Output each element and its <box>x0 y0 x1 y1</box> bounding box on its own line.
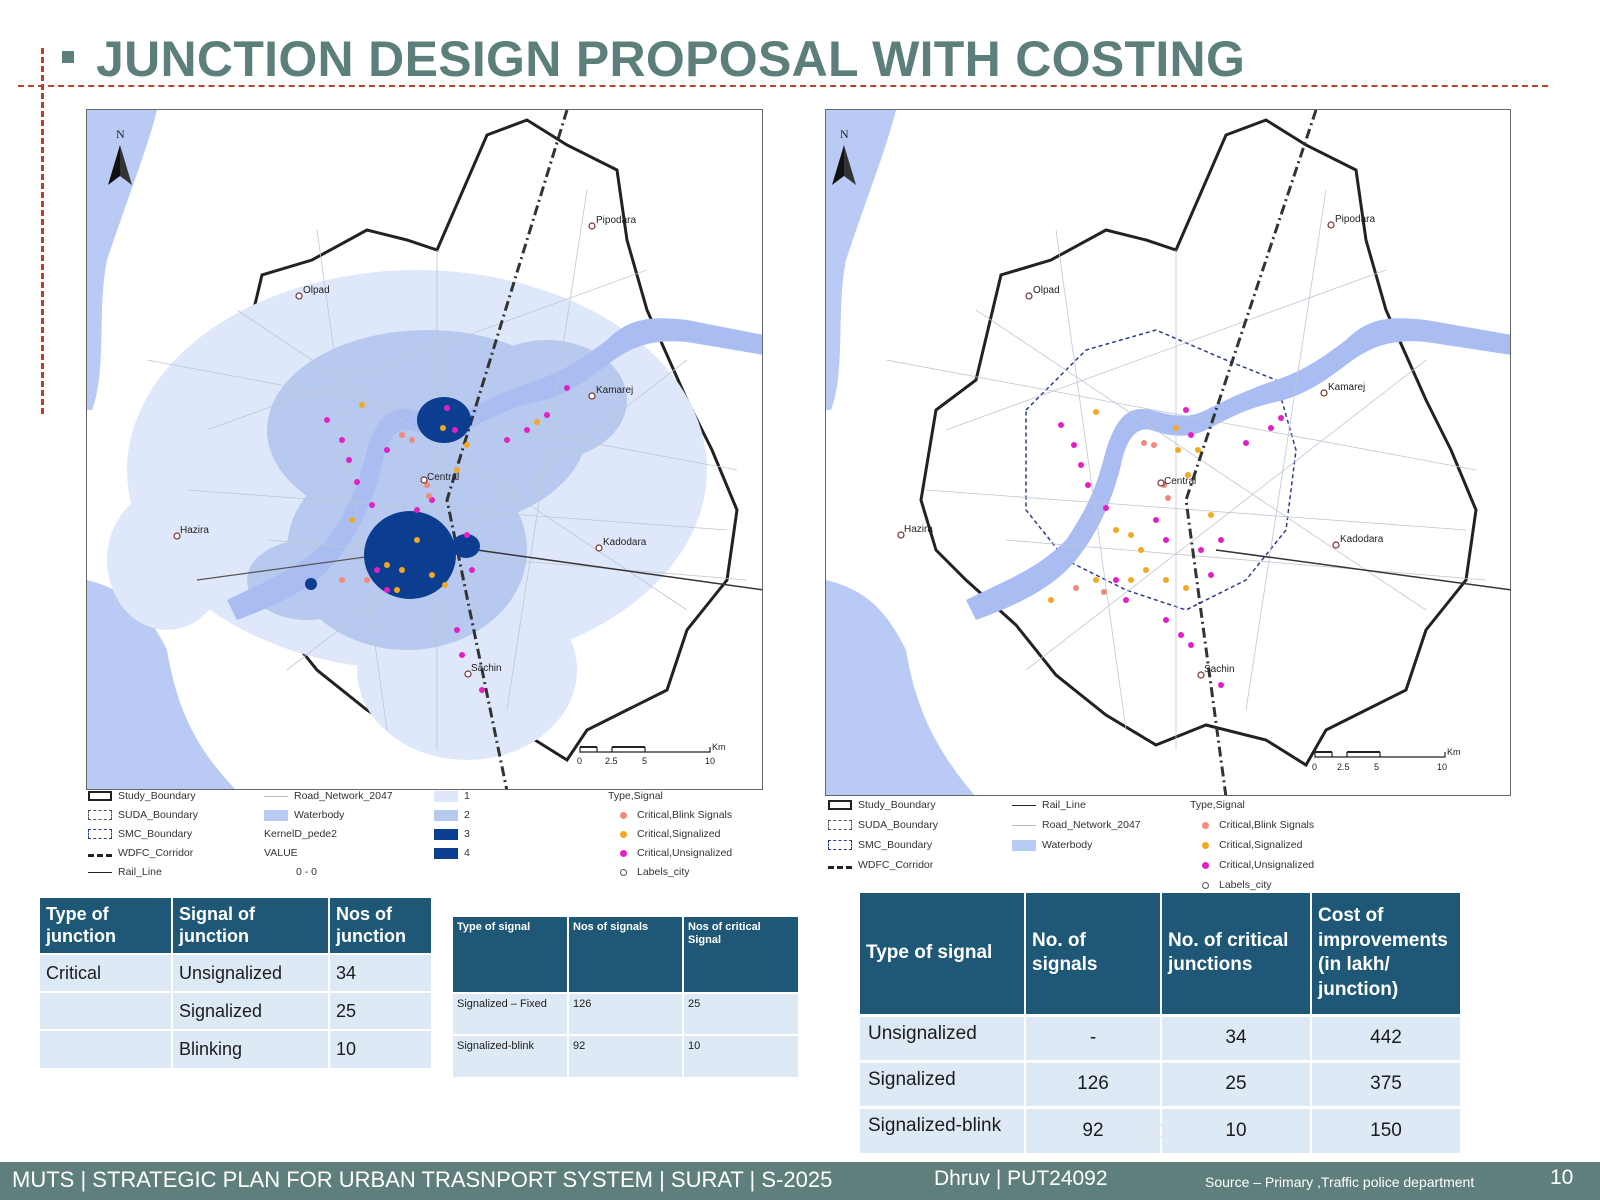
label-sachin: Sachin <box>1204 664 1235 675</box>
sea-water <box>826 110 896 410</box>
sea-water-south <box>87 580 236 789</box>
tapi-river <box>966 318 1510 620</box>
table1-header: Signal of junction <box>172 898 330 955</box>
table2-header: Nos of critical Signal <box>683 917 800 993</box>
svg-text:0: 0 <box>577 756 582 766</box>
svg-text:5: 5 <box>642 756 647 766</box>
label-olpad: Olpad <box>1033 285 1060 296</box>
signal-count-table: Type of signal Nos of signals Nos of cri… <box>453 917 800 1077</box>
signalized-points <box>1048 409 1214 603</box>
junction-points-map: Pipodara Olpad Kamarej Central Hazira Ka… <box>825 109 1511 796</box>
page-title: JUNCTION DESIGN PROPOSAL WITH COSTING <box>96 31 1246 87</box>
rail-line <box>476 549 762 591</box>
unsignalized-points <box>1058 407 1284 688</box>
scale-bar: Km 0 2.5 5 10 <box>1312 747 1461 772</box>
label-kamarej: Kamarej <box>1328 382 1365 393</box>
svg-text:Km: Km <box>1447 747 1461 757</box>
label-pipodara: Pipodara <box>1335 214 1375 225</box>
city-markers <box>897 221 1340 679</box>
junction-type-table: Type of junction Signal of junction Nos … <box>40 898 433 1069</box>
improvement-cost-table: Type of signal No. of signals No. of cri… <box>860 893 1462 1153</box>
table-row: Signalized 126 25 375 <box>860 1059 1462 1107</box>
wdfc-corridor <box>445 110 569 789</box>
scale-bar: Km 0 2.5 5 10 <box>577 742 726 766</box>
table2-header: Nos of signals <box>568 917 684 993</box>
label-kadodara: Kadodara <box>603 537 647 548</box>
footer-project: MUTS | STRATEGIC PLAN FOR URBAN TRASNPOR… <box>12 1167 833 1192</box>
label-hazira: Hazira <box>904 524 933 535</box>
road-network <box>885 189 1487 750</box>
page-number: 10 <box>1550 1166 1574 1189</box>
label-central: Central <box>1164 476 1196 487</box>
table1-header: Type of junction <box>40 898 173 955</box>
table-row: Blinking 10 <box>40 1029 433 1069</box>
footer-author: Dhruv | PUT24092 <box>934 1167 1108 1190</box>
title-decoration-vertical <box>41 48 44 414</box>
table3-header: Type of signal <box>860 893 1026 1015</box>
table-row: Signalized 25 <box>40 991 433 1031</box>
table1-header: Nos of junction <box>329 898 433 955</box>
table3-header: No. of signals <box>1025 893 1162 1015</box>
study-boundary <box>919 118 1478 768</box>
table3-header: No. of critical junctions <box>1161 893 1312 1015</box>
table-row: Critical Unsignalized 34 <box>40 953 433 993</box>
label-pipodara: Pipodara <box>596 215 636 226</box>
title-bullet <box>62 51 74 63</box>
unsignalized-points <box>324 385 570 693</box>
footer-source: Source – Primary ,Traffic police departm… <box>1205 1174 1475 1190</box>
north-arrow-icon: N <box>108 127 132 185</box>
svg-text:0: 0 <box>1312 762 1317 772</box>
signalized-points <box>349 402 540 593</box>
city-markers <box>173 222 603 678</box>
blink-points <box>339 432 432 583</box>
ghost-page-number: 10 <box>1144 1121 1167 1143</box>
label-hazira: Hazira <box>180 525 209 536</box>
kernel-density-map: Pipodara Olpad Kamarej Central Hazira Ka… <box>86 109 763 790</box>
table2-header: Type of signal <box>453 917 569 993</box>
table3-header: Cost of improvements (in lakh/ junction) <box>1311 893 1462 1015</box>
sea-water <box>87 110 157 410</box>
tapi-river <box>227 318 762 620</box>
label-sachin: Sachin <box>471 663 502 674</box>
table-row: Signalized-blink 92 10 150 <box>860 1105 1462 1153</box>
sea-water-south <box>826 580 975 795</box>
label-kamarej: Kamarej <box>596 385 633 396</box>
north-arrow-icon: N <box>832 127 856 185</box>
svg-text:N: N <box>116 127 125 141</box>
table-row: Signalized – Fixed 126 25 <box>453 992 800 1035</box>
title-decoration-horizontal <box>18 85 1548 87</box>
label-central: Central <box>427 472 459 483</box>
svg-text:10: 10 <box>705 756 715 766</box>
road-network <box>146 189 748 750</box>
label-kadodara: Kadodara <box>1340 534 1384 545</box>
svg-text:10: 10 <box>1437 762 1447 772</box>
svg-text:Km: Km <box>712 742 726 752</box>
footer-bar: MUTS | STRATEGIC PLAN FOR URBAN TRASNPOR… <box>0 1162 1600 1200</box>
svg-text:N: N <box>840 127 849 141</box>
table-row: Unsignalized -34 442 <box>860 1013 1462 1061</box>
svg-text:5: 5 <box>1374 762 1379 772</box>
wdfc-corridor <box>1184 110 1318 795</box>
blink-points <box>1073 440 1171 595</box>
rail-line <box>1215 549 1510 591</box>
svg-text:2.5: 2.5 <box>1337 762 1350 772</box>
table-row: Signalized-blink 92 10 <box>453 1034 800 1077</box>
svg-text:2.5: 2.5 <box>605 756 618 766</box>
label-olpad: Olpad <box>303 285 330 296</box>
